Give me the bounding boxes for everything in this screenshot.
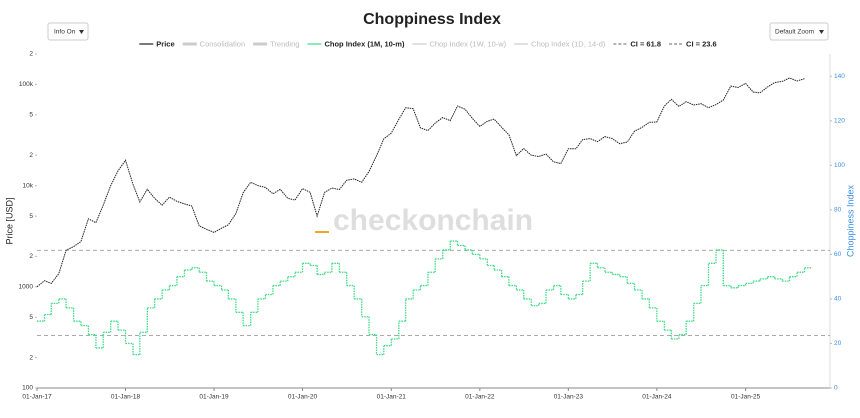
legend-label[interactable]: CI = 23.6 <box>686 39 717 48</box>
y2-tick-label: 20 <box>834 340 842 347</box>
watermark-logo <box>315 231 329 233</box>
x-tick-label: 01-Jan-19 <box>199 394 229 401</box>
y-tick-label: 2 <box>29 152 33 159</box>
info-button-label[interactable]: Info On <box>54 29 76 36</box>
price-line <box>36 77 805 288</box>
legend-label[interactable]: Price <box>156 39 174 48</box>
y-tick-label: 10k <box>23 182 34 189</box>
x-tick-label: 01-Jan-25 <box>731 394 761 401</box>
y2-tick-label: 120 <box>834 118 845 125</box>
dropdown-arrow <box>819 30 824 34</box>
y-tick-label: 2 <box>29 354 33 361</box>
y2-axis-title: Choppiness Index <box>845 184 855 257</box>
legend-label[interactable]: Chop Index (1D, 14-d) <box>531 39 606 48</box>
legend-label[interactable]: CI = 61.8 <box>630 39 661 48</box>
y2-tick-label: 140 <box>834 73 845 80</box>
y-axis-title: Price [USD] <box>4 197 14 244</box>
x-tick-label: 01-Jan-18 <box>111 394 141 401</box>
chart-title: Choppiness Index <box>363 11 501 28</box>
y2-tick-label: 100 <box>834 162 845 169</box>
legend-label[interactable]: Chop Index (1W, 10-w) <box>429 39 506 48</box>
legend-label[interactable]: Trending <box>270 39 299 48</box>
x-tick-label: 01-Jan-23 <box>554 394 584 401</box>
x-tick-label: 01-Jan-20 <box>288 394 318 401</box>
y-tick-label: 2 <box>29 51 33 58</box>
legend-label[interactable]: Consolidation <box>200 39 245 48</box>
dropdown-arrow <box>79 30 84 34</box>
y-tick-label: 100k <box>19 81 34 88</box>
x-tick-label: 01-Jan-21 <box>377 394 407 401</box>
y-tick-label: 5 <box>29 314 33 321</box>
y2-tick-label: 0 <box>834 385 838 392</box>
x-tick-label: 01-Jan-17 <box>22 394 52 401</box>
zoom-button[interactable] <box>769 22 829 41</box>
x-tick-label: 01-Jan-22 <box>465 394 495 401</box>
y-tick-label: 5 <box>29 213 33 220</box>
x-tick-label: 01-Jan-24 <box>642 394 672 401</box>
watermark: checkonchain <box>333 204 533 237</box>
info-button[interactable] <box>47 22 89 41</box>
y-tick-label: 5 <box>29 112 33 119</box>
legend: Price Consolidation Trending Chop Index (1M… <box>139 39 717 48</box>
legend-label[interactable]: Chop Index (1M, 10-m) <box>324 39 405 48</box>
y-tick-label: 1000 <box>19 284 34 291</box>
y-tick-label: 2 <box>29 253 33 260</box>
y2-tick-label: 40 <box>834 296 842 303</box>
zoom-button-label[interactable]: Default Zoom <box>775 29 814 36</box>
y2-tick-label: 60 <box>834 251 842 258</box>
y-tick-label: 100 <box>22 385 33 392</box>
y2-tick-label: 80 <box>834 207 842 214</box>
